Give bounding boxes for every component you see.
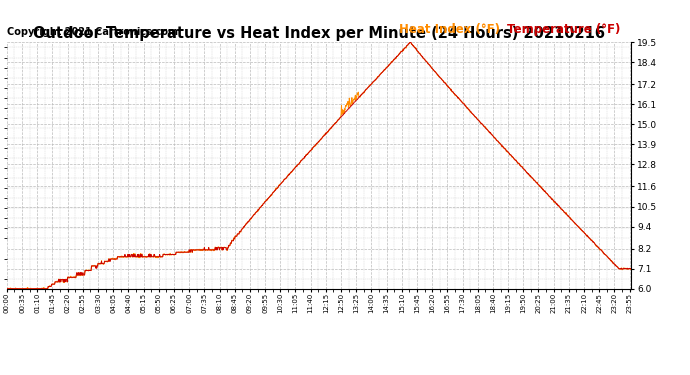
Legend: Heat Index (°F), Temperature (°F): Heat Index (°F), Temperature (°F) <box>392 18 625 41</box>
Title: Outdoor Temperature vs Heat Index per Minute (24 Hours) 20210216: Outdoor Temperature vs Heat Index per Mi… <box>33 26 605 41</box>
Text: Copyright 2021 Cartronics.com: Copyright 2021 Cartronics.com <box>7 27 178 37</box>
